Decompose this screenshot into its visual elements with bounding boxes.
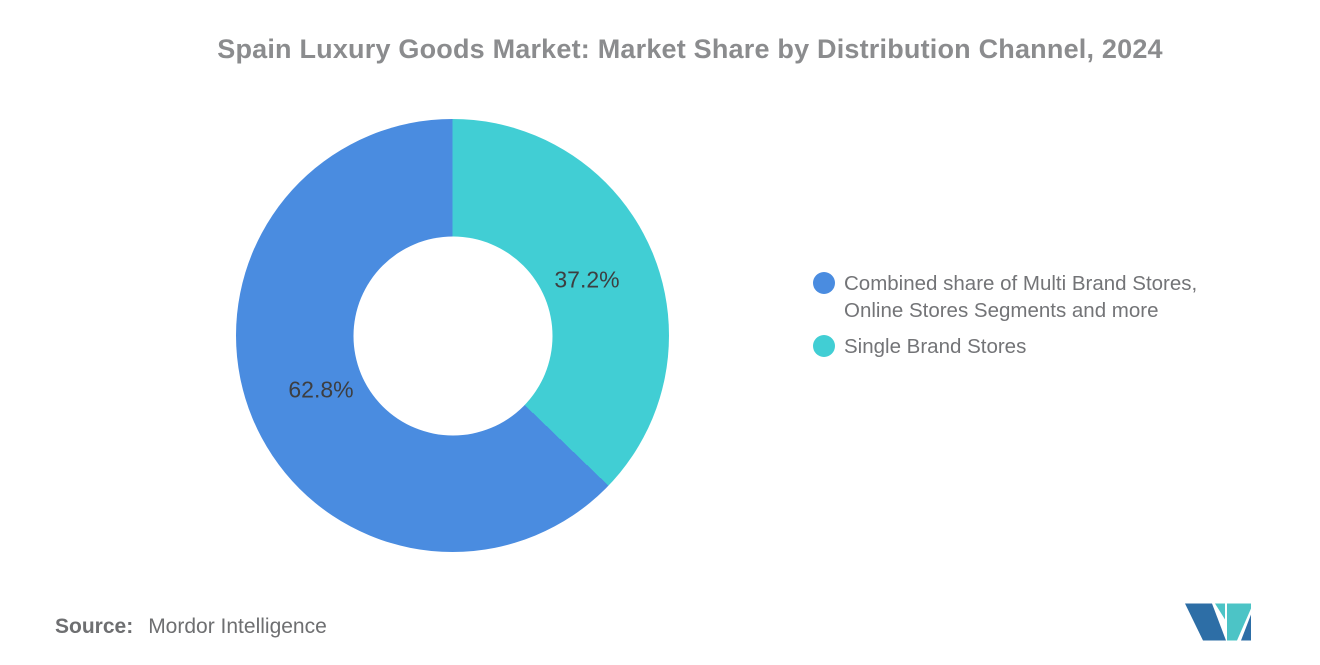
legend-label-combined-share: Combined share of Multi Brand Stores, On…: [844, 272, 1198, 323]
legend-item-combined-share: Combined share of Multi Brand Stores, On…: [813, 270, 1293, 324]
logo-right-triangle: [1241, 614, 1251, 641]
slice-label-single-brand: 37.2%: [554, 266, 620, 293]
source-label: Source:: [55, 615, 134, 638]
chart-legend: Combined share of Multi Brand Stores, On…: [813, 270, 1293, 360]
chart-title: Spain Luxury Goods Market: Market Share …: [217, 34, 1163, 64]
logo-left-stroke: [1185, 603, 1226, 641]
legend-label-single-brand: Single Brand Stores: [844, 335, 1027, 359]
donut-hole: [353, 236, 552, 435]
source-line: Source: Mordor Intelligence: [55, 615, 327, 639]
legend-swatch-blue-icon: [813, 272, 835, 294]
logo-middle-triangle: [1215, 603, 1225, 620]
legend-item-single-brand: Single Brand Stores: [813, 333, 1293, 360]
logo-right-tile: [1227, 603, 1251, 641]
slice-label-combined-share: 62.8%: [288, 376, 354, 403]
mordor-intelligence-logo-icon: [1185, 603, 1251, 641]
source-value: Mordor Intelligence: [148, 615, 327, 638]
donut-chart: 62.8% 37.2%: [236, 119, 669, 552]
legend-swatch-teal-icon: [813, 335, 835, 358]
